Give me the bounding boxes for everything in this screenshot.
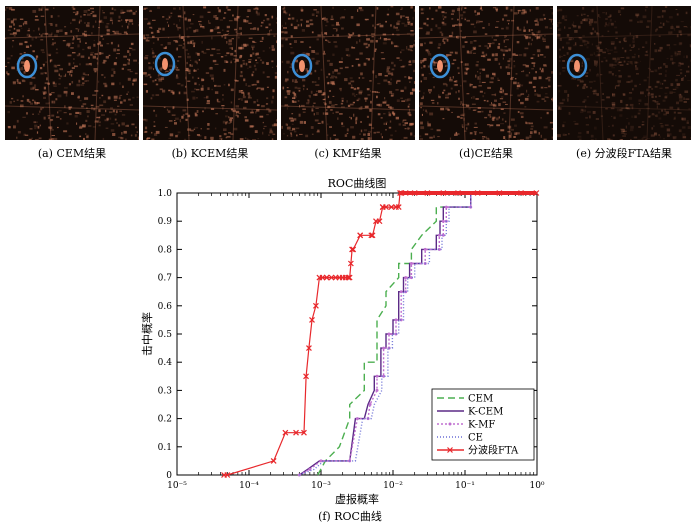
- series-point: [356, 417, 359, 420]
- x-tick-label: 10⁻³: [311, 481, 331, 491]
- y-tick-label: 0.1: [158, 443, 172, 453]
- series-point: [445, 206, 448, 209]
- thumbnail-row: (a) CEM结果 (b) KCEM结果 (c) KMF结果 (d)CE结果 (…: [0, 0, 699, 165]
- thumbnail-caption-d: (d)CE结果: [411, 145, 561, 161]
- thumbnail-kcem-result: [143, 6, 277, 140]
- y-tick-label: 0.5: [158, 330, 173, 340]
- thumbnail-kmf-result: [281, 6, 415, 140]
- series-point: [388, 333, 391, 336]
- series-point: [410, 262, 413, 265]
- legend-label: K-CEM: [468, 407, 503, 418]
- thumbnail-ce-result: [419, 6, 553, 140]
- thumbnail-caption-e: (e) 分波段FTA结果: [549, 145, 699, 161]
- thumbnail-image: [419, 6, 553, 140]
- thumbnail-background: [143, 6, 277, 140]
- series-point: [438, 234, 441, 237]
- legend-label: 分波段FTA: [468, 444, 519, 457]
- series-point: [369, 403, 372, 406]
- series-point: [320, 459, 323, 462]
- series-point: [400, 290, 403, 293]
- thumbnail-caption-a: (a) CEM结果: [0, 145, 147, 161]
- target-spot: [24, 60, 30, 72]
- series-point: [382, 347, 385, 350]
- thumbnail-caption-b: (b) KCEM结果: [135, 145, 285, 161]
- y-tick-label: 0.7: [158, 274, 173, 284]
- y-tick-label: 0: [166, 471, 172, 481]
- series-point: [376, 389, 379, 392]
- target-spot: [299, 60, 305, 72]
- y-tick-label: 0.9: [158, 217, 173, 227]
- y-tick-label: 0.6: [158, 302, 173, 312]
- thumbnail-image: [557, 6, 691, 140]
- legend-label: K-MF: [468, 420, 495, 431]
- thumbnail-background: [419, 6, 553, 140]
- x-tick-label: 10⁻²: [383, 481, 403, 491]
- y-tick-label: 1.0: [158, 189, 173, 199]
- thumbnail-fta-result: [557, 6, 691, 140]
- x-axis-label: 虚报概率: [335, 492, 379, 505]
- x-tick-label: 10⁻⁵: [167, 481, 187, 491]
- series-point: [404, 276, 407, 279]
- x-tick-label: 10⁻⁴: [239, 481, 259, 491]
- thumbnail-image: [5, 6, 139, 140]
- series-point: [442, 220, 445, 223]
- thumbnail-image: [143, 6, 277, 140]
- target-spot: [162, 58, 168, 70]
- series-point: [424, 248, 427, 251]
- legend-label: CEM: [468, 394, 493, 405]
- x-tick-label: 10⁻¹: [455, 481, 475, 491]
- y-tick-label: 0.3: [158, 386, 173, 396]
- x-tick-label: 10⁰: [529, 481, 544, 491]
- y-tick-label: 0.2: [158, 415, 172, 425]
- thumbnail-image: [281, 6, 415, 140]
- y-axis-label: 击中概率: [140, 312, 154, 356]
- y-tick-label: 0.4: [158, 358, 173, 368]
- roc-chart: ROC曲线图 10⁻⁵ 10⁻⁴ 10⁻³ 10⁻² 10⁻¹ 10⁰ 0 0.1 0.2 0.3 0…: [0, 165, 699, 505]
- thumbnail-cem-result: [5, 6, 139, 140]
- target-spot: [574, 60, 580, 72]
- target-spot: [437, 60, 443, 72]
- chart-title: ROC曲线图: [328, 176, 387, 190]
- legend-label: CE: [468, 433, 483, 444]
- series-point: [394, 318, 397, 321]
- series-point: [376, 375, 379, 378]
- thumbnail-caption-c: (c) KMF结果: [273, 145, 423, 161]
- y-tick-label: 0.8: [158, 245, 173, 255]
- thumbnail-background: [557, 6, 691, 140]
